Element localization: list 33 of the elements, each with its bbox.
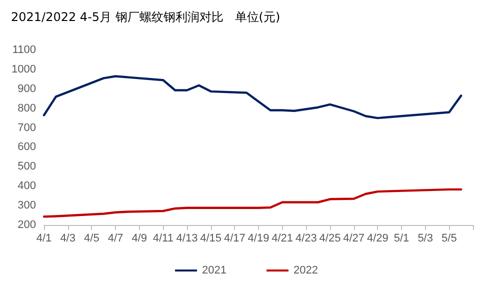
x-tick-label: 4/23 <box>295 232 317 244</box>
x-tick-label: 4/17 <box>224 232 246 244</box>
x-tick-label: 5/5 <box>442 232 457 244</box>
y-tick-label: 300 <box>18 200 36 212</box>
chart-title: 2021/2022 4-5月 钢厂螺纹钢利润对比 单位(元) <box>11 10 280 24</box>
x-tick-label: 4/9 <box>132 232 147 244</box>
x-tick-label: 5/3 <box>418 232 433 244</box>
y-tick-label: 1000 <box>12 63 36 76</box>
x-tick-label: 4/29 <box>366 232 388 244</box>
legend-label: 2021 <box>202 264 227 276</box>
line-series <box>42 188 462 218</box>
line-series <box>42 75 462 120</box>
x-tick-label: 4/25 <box>319 232 341 244</box>
x-tick-label: 4/15 <box>200 232 222 244</box>
y-tick-label: 1100 <box>12 44 36 56</box>
y-tick-label: 200 <box>18 219 36 231</box>
y-tick-label: 700 <box>18 122 36 134</box>
y-tick-label: 500 <box>18 160 36 173</box>
x-tick-label: 4/19 <box>248 232 270 244</box>
x-tick-label: 4/11 <box>152 232 174 244</box>
x-tick-label: 4/13 <box>176 232 198 244</box>
y-tick-label: 400 <box>18 180 36 192</box>
legend-label: 2022 <box>294 264 318 276</box>
y-tick-label: 900 <box>18 82 36 95</box>
x-tick-label: 5/1 <box>394 232 410 244</box>
x-tick-label: 4/5 <box>84 232 100 244</box>
x-tick-label: 4/3 <box>60 232 76 244</box>
y-tick-label: 800 <box>18 102 36 114</box>
x-tick-label: 4/21 <box>272 232 294 244</box>
x-tick-label: 4/7 <box>108 232 124 244</box>
y-tick-label: 600 <box>18 141 36 154</box>
x-tick-label: 4/27 <box>343 232 365 244</box>
x-tick-label: 4/1 <box>36 232 52 244</box>
